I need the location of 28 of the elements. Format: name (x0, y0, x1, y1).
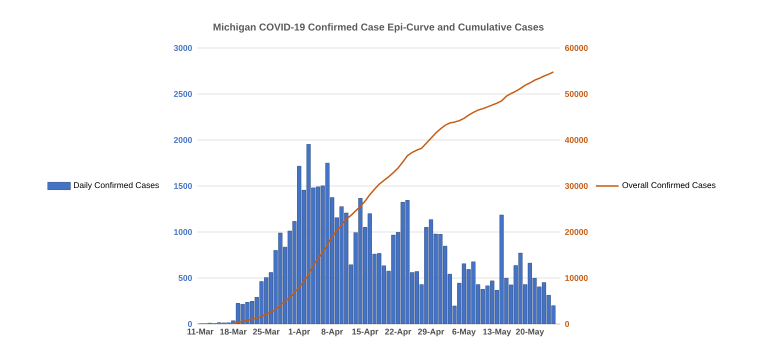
x-tick-label: 15-Apr (352, 328, 378, 336)
y-tick-label: 1000 (174, 229, 192, 235)
y-tick-label: 2000 (174, 137, 192, 143)
y2-tick-label: 30000 (564, 183, 588, 189)
x-tick-label: 18-Mar (220, 328, 247, 335)
y2-tick-label: 50000 (564, 91, 588, 97)
x-tick-label: 22-Apr (385, 328, 412, 336)
chart-title: Michigan COVID-19 Confirmed Case Epi-Curve and Cumulative Cases (214, 23, 544, 33)
y-tick-label: 3000 (174, 45, 192, 51)
y-tick-label: 2500 (174, 91, 192, 97)
y2-tick-label: 40000 (564, 137, 588, 143)
y-tick-label: 1500 (174, 183, 192, 189)
legend-label: Overall Confirmed Cases (622, 182, 716, 188)
x-tick-label: 11-Mar (188, 328, 214, 335)
x-tick-label: 1-Apr (288, 328, 310, 336)
y-tick-label: 0 (188, 321, 192, 327)
y2-tick-label: 10000 (565, 275, 588, 281)
y2-tick-label: 0 (565, 321, 570, 327)
x-tick-label: 20-May (516, 328, 544, 336)
y2-tick-label: 20000 (565, 229, 588, 235)
legend-label: Daily Confirmed Cases (74, 182, 159, 190)
y-tick-label: 500 (178, 275, 192, 281)
x-tick-label: 25-Mar (252, 328, 280, 335)
x-tick-label: 29-Apr (418, 328, 444, 336)
x-tick-label: 13-May (483, 328, 512, 336)
y2-tick-label: 60000 (565, 45, 588, 51)
x-tick-label: 8-Apr (321, 328, 343, 336)
x-tick-label: 6-May (452, 328, 476, 336)
